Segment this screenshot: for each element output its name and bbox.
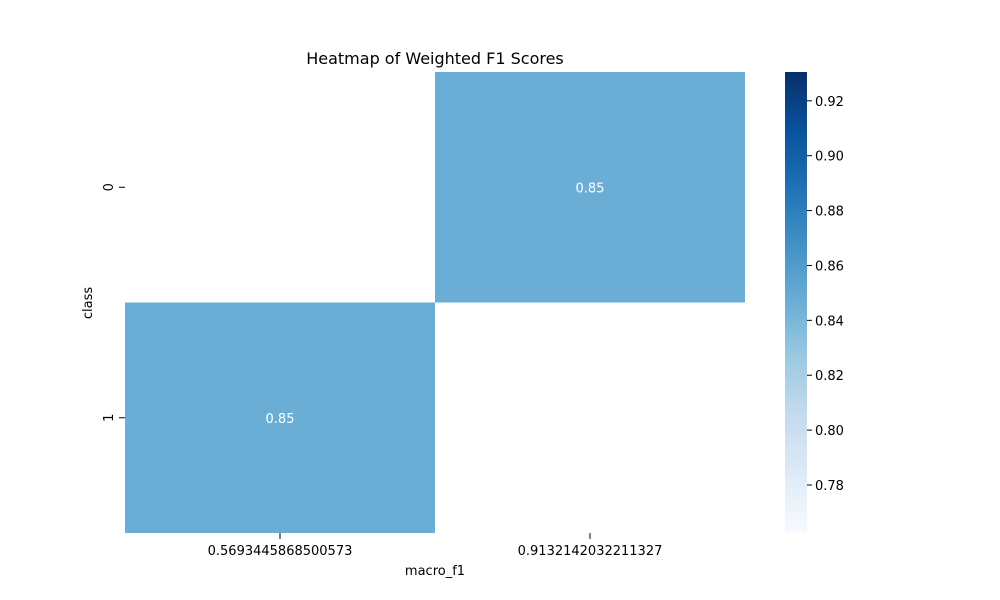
colorbar-gradient xyxy=(785,72,807,533)
y-tick-label: 0 xyxy=(102,183,117,191)
chart-title: Heatmap of Weighted F1 Scores xyxy=(306,49,564,68)
cell-value-label: 0.85 xyxy=(266,412,295,427)
y-axis: 01 xyxy=(102,183,125,422)
x-tick-label: 0.9132142032211327 xyxy=(518,544,663,559)
colorbar-tick-label: 0.80 xyxy=(815,424,844,439)
x-axis: 0.5693445868500573 0.9132142032211327 xyxy=(208,533,663,559)
colorbar-tick-label: 0.88 xyxy=(815,205,844,220)
colorbar-tick-label: 0.78 xyxy=(815,479,844,494)
colorbar-tick-label: 0.86 xyxy=(815,259,844,274)
y-tick-label: 1 xyxy=(102,414,117,422)
heatmap-cells: 0.85 0.85 xyxy=(125,72,745,533)
colorbar-tick-label: 0.92 xyxy=(815,95,844,110)
y-axis-label: class xyxy=(81,287,96,319)
colorbar-tick-label: 0.82 xyxy=(815,369,844,384)
x-tick-label: 0.5693445868500573 xyxy=(208,544,353,559)
cell-value-label: 0.85 xyxy=(576,181,605,196)
colorbar-tick-label: 0.90 xyxy=(815,150,844,165)
heatmap-cell xyxy=(435,72,745,303)
colorbar-tick-label: 0.84 xyxy=(815,314,844,329)
x-axis-label: macro_f1 xyxy=(405,564,465,579)
heatmap-cell xyxy=(125,302,435,533)
colorbar: 0.78 0.80 0.82 0.84 0.86 0.88 0.90 0.92 xyxy=(785,72,844,533)
